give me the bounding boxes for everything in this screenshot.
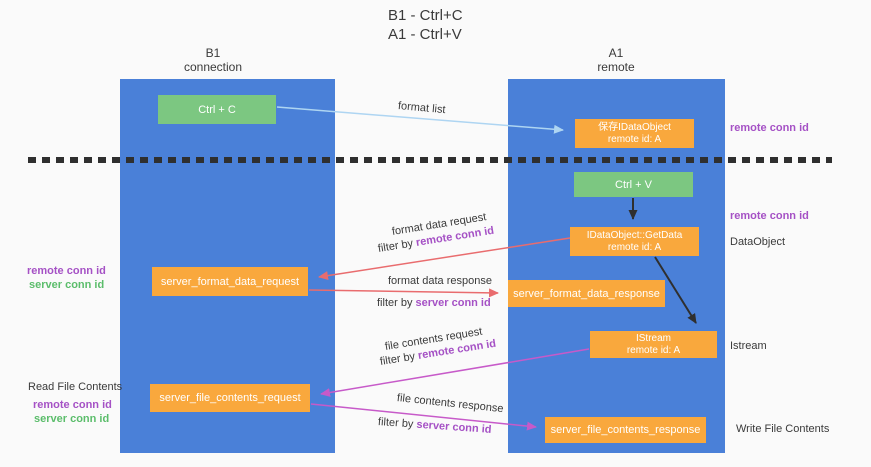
label-file-contents-response-filter: filter by server conn id xyxy=(378,416,492,436)
node-server-file-contents-request-label: server_file_contents_request xyxy=(159,392,301,404)
node-server-format-data-response-label: server_format_data_response xyxy=(513,287,660,300)
node-istream: IStream remote id: A xyxy=(590,331,717,358)
label-format-data-response: format data response xyxy=(388,275,492,287)
node-istream-line2: remote id: A xyxy=(626,344,681,356)
node-server-file-contents-response-label: server_file_contents_response xyxy=(550,424,701,436)
title-line-a1: A1 - Ctrl+V xyxy=(388,26,462,43)
annotation-remote-conn-id-top: remote conn id xyxy=(730,122,809,134)
node-ctrl-v-label: Ctrl + V xyxy=(615,178,652,191)
filter-by-text: filter by xyxy=(377,237,417,255)
label-format-data-response-filter: filter by server conn id xyxy=(377,297,491,309)
annotation-left-remote-conn-id-bottom: remote conn id xyxy=(33,399,112,411)
annotation-left-server-conn-id-top: server conn id xyxy=(29,279,105,291)
node-idataobject-getdata: IDataObject::GetData remote id: A xyxy=(570,227,699,256)
node-ctrl-v: Ctrl + V xyxy=(574,172,693,197)
node-save-idataobject-line1: 保存IDataObject xyxy=(598,121,671,133)
diagram-title: B1 - Ctrl+C A1 - Ctrl+V xyxy=(388,6,463,44)
annotation-left-remote-conn-id-top: remote conn id xyxy=(27,265,106,277)
annotation-istream: Istream xyxy=(730,340,767,352)
server-conn-id-text: server conn id xyxy=(416,418,492,436)
node-server-format-data-request: server_format_data_request xyxy=(152,267,308,296)
lifeline-a1-name: A1 xyxy=(608,46,624,60)
node-ctrl-c-label: Ctrl + C xyxy=(198,103,236,116)
lifeline-b1-name: B1 xyxy=(205,46,221,60)
annotation-left-server-conn-id-bottom: server conn id xyxy=(34,413,110,425)
lifeline-header-a1: A1 remote xyxy=(563,46,669,74)
filter-by-text: filter by xyxy=(377,297,416,309)
annotation-read-file-contents: Read File Contents xyxy=(28,381,123,393)
node-server-file-contents-response: server_file_contents_response xyxy=(545,417,706,443)
node-istream-line1: IStream xyxy=(635,332,671,344)
node-save-idataobject: 保存IDataObject remote id: A xyxy=(575,119,694,148)
lifeline-b1-role: connection xyxy=(183,60,243,74)
node-getdata-line2: remote id: A xyxy=(607,241,662,253)
session-divider xyxy=(28,157,832,163)
annotation-write-file-contents: Write File Contents xyxy=(736,423,830,435)
arrow-format-data-response xyxy=(308,288,499,298)
title-line-b1: B1 - Ctrl+C xyxy=(388,7,463,24)
lifeline-header-b1: B1 connection xyxy=(160,46,266,74)
node-getdata-line1: IDataObject::GetData xyxy=(586,229,683,241)
annotation-dataobject: DataObject xyxy=(730,236,786,248)
label-file-contents-response: file contents response xyxy=(396,392,505,416)
label-format-list: format list xyxy=(397,100,447,117)
node-server-format-data-request-label: server_format_data_request xyxy=(160,275,300,288)
filter-by-text: filter by xyxy=(377,416,417,431)
annotation-remote-conn-id-mid: remote conn id xyxy=(730,210,809,222)
node-server-file-contents-request: server_file_contents_request xyxy=(150,384,310,412)
server-conn-id-text: server conn id xyxy=(415,297,491,309)
node-server-format-data-response: server_format_data_response xyxy=(508,280,665,307)
node-save-idataobject-line2: remote id: A xyxy=(607,133,662,145)
node-ctrl-c: Ctrl + C xyxy=(158,95,276,124)
lifeline-a1-role: remote xyxy=(597,60,635,74)
